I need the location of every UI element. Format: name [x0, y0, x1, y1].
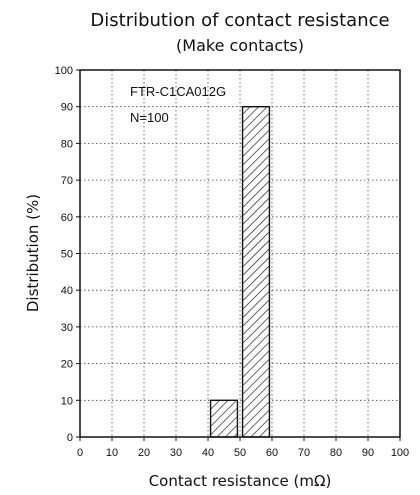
bar-1	[241, 105, 271, 438]
annotation-sample-size: N=100	[130, 110, 169, 125]
y-tick-label-1: 10	[61, 395, 73, 407]
x-tick-label-8: 80	[330, 447, 342, 459]
x-tick-labels: 0 10 20 30 40 50 60 70 80 90 100	[77, 437, 409, 459]
chart-title: Distribution of contact resistance	[90, 10, 389, 31]
y-tick-label-6: 60	[61, 212, 73, 224]
bar-0	[209, 399, 239, 438]
grid-layer	[80, 70, 400, 437]
y-tick-labels: 0 10 20 30 40 50 60 70 80 90 100	[55, 65, 80, 444]
y-tick-label-3: 30	[61, 322, 73, 334]
y-tick-label-2: 20	[61, 359, 73, 371]
x-tick-label-1: 10	[106, 447, 118, 459]
y-tick-label-7: 70	[61, 175, 73, 187]
annotation-model: FTR-C1CA012G	[130, 84, 226, 99]
x-tick-label-6: 60	[266, 447, 278, 459]
x-tick-label-7: 70	[298, 447, 310, 459]
x-tick-label-2: 20	[138, 447, 150, 459]
chart-subtitle: (Make contacts)	[176, 36, 304, 55]
x-tick-label-4: 40	[202, 447, 214, 459]
y-tick-label-4: 40	[61, 285, 73, 297]
y-tick-label-0: 0	[67, 432, 73, 444]
x-tick-label-9: 90	[362, 447, 374, 459]
y-tick-label-10: 100	[55, 65, 73, 77]
y-axis-label: Distribution (%)	[24, 194, 42, 312]
x-tick-label-3: 30	[170, 447, 182, 459]
y-tick-label-5: 50	[61, 249, 73, 261]
x-tick-label-5: 50	[234, 447, 246, 459]
y-tick-label-8: 80	[61, 138, 73, 150]
y-tick-label-9: 90	[61, 102, 73, 114]
x-axis-label: Contact resistance (mΩ)	[149, 472, 332, 490]
x-tick-label-10: 100	[391, 447, 409, 459]
x-tick-label-0: 0	[77, 447, 83, 459]
